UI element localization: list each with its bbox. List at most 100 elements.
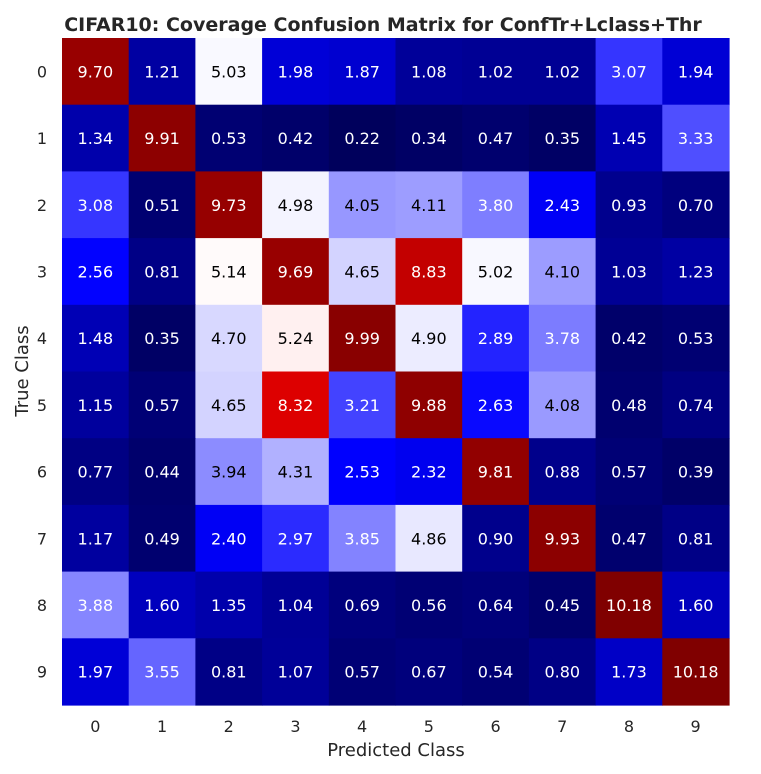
heatmap-cell-r0-c7	[528, 38, 597, 106]
cell-value-label-r9-c3: 1.07	[278, 663, 314, 682]
cell-value-label-r5-c4: 3.21	[344, 396, 380, 415]
y-tick-label-2: 2	[37, 196, 47, 215]
cell-value-label-r3-c0: 2.56	[78, 262, 114, 281]
cell-value-label-r5-c8: 0.48	[611, 396, 647, 415]
heatmap-cell-r8-c7	[528, 571, 597, 639]
cell-value-label-r0-c5: 1.08	[411, 62, 447, 81]
cell-value-label-r5-c5: 9.88	[411, 396, 447, 415]
cell-value-label-r4-c3: 5.24	[278, 329, 314, 348]
heatmap-cell-r4-c4	[328, 304, 397, 373]
heatmap-cell-r5-c0	[62, 371, 130, 439]
cell-value-label-r3-c8: 1.03	[611, 262, 647, 281]
y-tick-label-9: 9	[37, 663, 47, 682]
cell-value-label-r4-c5: 4.90	[411, 329, 447, 348]
y-tick-label-0: 0	[37, 62, 47, 81]
heatmap-cell-r4-c7	[528, 304, 597, 373]
heatmap-cell-r8-c2	[195, 571, 263, 639]
cell-value-label-r9-c8: 1.73	[611, 663, 647, 682]
heatmap-cell-r1-c8	[595, 104, 663, 172]
heatmap-cell-r3-c6	[462, 238, 530, 306]
heatmap-cell-r8-c9	[662, 571, 730, 639]
x-tick-label-5: 5	[424, 717, 434, 736]
cell-value-label-r5-c1: 0.57	[144, 396, 180, 415]
heatmap-cell-r0-c5	[395, 38, 463, 106]
heatmap-cell-r1-c7	[528, 104, 597, 172]
cell-value-label-r6-c9: 0.39	[678, 463, 714, 482]
heatmap-cell-r2-c0	[62, 171, 130, 239]
cell-value-label-r2-c2: 9.73	[211, 196, 247, 215]
heatmap-cell-r2-c8	[595, 171, 663, 239]
x-tick-label-0: 0	[90, 717, 100, 736]
heatmap-cell-r9-c2	[195, 638, 263, 706]
heatmap-cell-r2-c6	[462, 171, 530, 239]
cell-value-label-r6-c4: 2.53	[344, 463, 380, 482]
heatmap-cell-r5-c1	[128, 371, 196, 439]
cell-value-label-r8-c1: 1.60	[144, 596, 180, 615]
heatmap-cell-r4-c1	[128, 304, 196, 373]
heatmap-cell-r7-c4	[328, 504, 397, 573]
heatmap-cell-r0-c3	[262, 38, 330, 106]
cell-value-label-r2-c8: 0.93	[611, 196, 647, 215]
heatmap-cell-r6-c1	[128, 438, 196, 506]
cell-value-label-r3-c1: 0.81	[144, 262, 180, 281]
cell-value-label-r4-c7: 3.78	[544, 329, 580, 348]
cell-value-label-r7-c9: 0.81	[678, 529, 714, 548]
heatmap-cell-r2-c3	[262, 171, 330, 239]
cell-value-label-r3-c3: 9.69	[278, 262, 314, 281]
cell-value-label-r9-c9: 10.18	[673, 663, 719, 682]
heatmap-cell-r5-c4	[328, 371, 397, 439]
heatmap-cell-r0-c1	[128, 38, 196, 106]
cell-value-label-r3-c6: 5.02	[478, 262, 514, 281]
cell-value-label-r9-c2: 0.81	[211, 663, 247, 682]
heatmap-cell-r4-c9	[662, 304, 730, 373]
cell-value-label-r0-c3: 1.98	[278, 62, 314, 81]
cell-value-label-r1-c8: 1.45	[611, 129, 647, 148]
heatmap-cell-r5-c7	[528, 371, 597, 439]
y-tick-label-8: 8	[37, 596, 47, 615]
cell-value-label-r1-c6: 0.47	[478, 129, 514, 148]
x-tick-label-1: 1	[157, 717, 167, 736]
heatmap-cell-r1-c4	[328, 104, 397, 172]
y-axis-label: True Class	[12, 325, 33, 417]
heatmap-cell-r6-c4	[328, 438, 397, 506]
y-tick-label-1: 1	[37, 129, 47, 148]
cell-value-label-r7-c7: 9.93	[544, 529, 580, 548]
heatmap-cell-r9-c7	[528, 638, 597, 706]
cell-value-label-r6-c7: 0.88	[544, 463, 580, 482]
cell-value-label-r7-c3: 2.97	[278, 529, 314, 548]
heatmap-cell-r3-c8	[595, 238, 663, 306]
heatmap-cell-r9-c1	[128, 638, 196, 706]
heatmap-cells	[62, 38, 730, 706]
heatmap-cell-r7-c1	[128, 504, 196, 573]
heatmap-cell-r2-c7	[528, 171, 597, 239]
x-tick-label-3: 3	[290, 717, 300, 736]
cell-value-label-r0-c2: 5.03	[211, 62, 247, 81]
cell-value-label-r8-c5: 0.56	[411, 596, 447, 615]
cell-value-label-r9-c0: 1.97	[78, 663, 114, 682]
heatmap-cell-r1-c3	[262, 104, 330, 172]
heatmap-cell-r2-c9	[662, 171, 730, 239]
x-axis-ticks: 0 1 2 3 4 5 6 7 8 9	[90, 717, 700, 736]
heatmap-cell-r8-c8	[595, 571, 663, 639]
heatmap-cell-r9-c9	[662, 638, 730, 706]
cell-value-label-r9-c4: 0.57	[344, 663, 380, 682]
heatmap-cell-r4-c8	[595, 304, 663, 373]
y-tick-label-4: 4	[37, 329, 47, 348]
heatmap-cell-r6-c2	[195, 438, 263, 506]
cell-value-label-r9-c5: 0.67	[411, 663, 447, 682]
heatmap-cell-r7-c9	[662, 504, 730, 573]
heatmap-cell-r7-c7	[528, 504, 597, 573]
cell-value-label-r0-c8: 3.07	[611, 62, 647, 81]
cell-value-label-r1-c2: 0.53	[211, 129, 247, 148]
cell-value-label-r8-c4: 0.69	[344, 596, 380, 615]
heatmap-cell-r3-c0	[62, 238, 130, 306]
cell-value-label-r8-c6: 0.64	[478, 596, 514, 615]
cell-value-label-r6-c8: 0.57	[611, 463, 647, 482]
x-tick-label-9: 9	[691, 717, 701, 736]
cell-value-label-r1-c1: 9.91	[144, 129, 180, 148]
heatmap-cell-r7-c3	[262, 504, 330, 573]
heatmap-cell-r1-c0	[62, 104, 130, 172]
heatmap-cell-r1-c1	[128, 104, 196, 172]
cell-value-label-r0-c6: 1.02	[478, 62, 514, 81]
heatmap-cell-r6-c0	[62, 438, 130, 506]
